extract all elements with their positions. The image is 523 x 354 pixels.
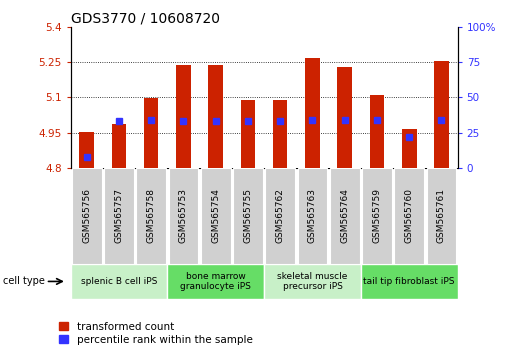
Text: GSM565760: GSM565760: [405, 188, 414, 244]
Bar: [427, 168, 457, 264]
Bar: [434, 61, 449, 168]
Bar: [71, 264, 167, 299]
Bar: [176, 65, 191, 168]
Text: cell type: cell type: [3, 276, 44, 286]
Bar: [137, 168, 166, 264]
Bar: [298, 168, 327, 264]
Text: GSM565764: GSM565764: [340, 188, 349, 244]
Bar: [241, 100, 255, 168]
Bar: [370, 95, 384, 168]
Bar: [305, 58, 320, 168]
Bar: [167, 264, 264, 299]
Text: splenic B cell iPS: splenic B cell iPS: [81, 277, 157, 286]
Bar: [201, 168, 231, 264]
Bar: [104, 168, 134, 264]
Bar: [273, 101, 288, 168]
Bar: [362, 168, 392, 264]
Bar: [337, 67, 352, 168]
Text: GSM565763: GSM565763: [308, 188, 317, 244]
Text: GSM565761: GSM565761: [437, 188, 446, 244]
Text: GSM565754: GSM565754: [211, 188, 220, 244]
Legend: transformed count, percentile rank within the sample: transformed count, percentile rank withi…: [55, 317, 257, 349]
Bar: [72, 168, 101, 264]
Bar: [402, 129, 416, 168]
Text: GSM565762: GSM565762: [276, 188, 285, 244]
Text: GSM565753: GSM565753: [179, 188, 188, 244]
Bar: [394, 168, 424, 264]
Bar: [233, 168, 263, 264]
Text: GSM565755: GSM565755: [244, 188, 253, 244]
Text: tail tip fibroblast iPS: tail tip fibroblast iPS: [363, 277, 455, 286]
Text: bone marrow
granulocyte iPS: bone marrow granulocyte iPS: [180, 272, 251, 291]
Text: GSM565756: GSM565756: [82, 188, 91, 244]
Bar: [330, 168, 360, 264]
Bar: [209, 65, 223, 168]
Bar: [265, 168, 295, 264]
Bar: [168, 168, 198, 264]
Bar: [264, 264, 361, 299]
Bar: [112, 125, 126, 168]
Text: GSM565757: GSM565757: [115, 188, 123, 244]
Bar: [79, 132, 94, 168]
Bar: [144, 98, 158, 168]
Bar: [361, 264, 458, 299]
Text: GSM565759: GSM565759: [372, 188, 381, 244]
Text: GSM565758: GSM565758: [147, 188, 156, 244]
Text: GDS3770 / 10608720: GDS3770 / 10608720: [71, 11, 220, 25]
Text: skeletal muscle
precursor iPS: skeletal muscle precursor iPS: [277, 272, 348, 291]
